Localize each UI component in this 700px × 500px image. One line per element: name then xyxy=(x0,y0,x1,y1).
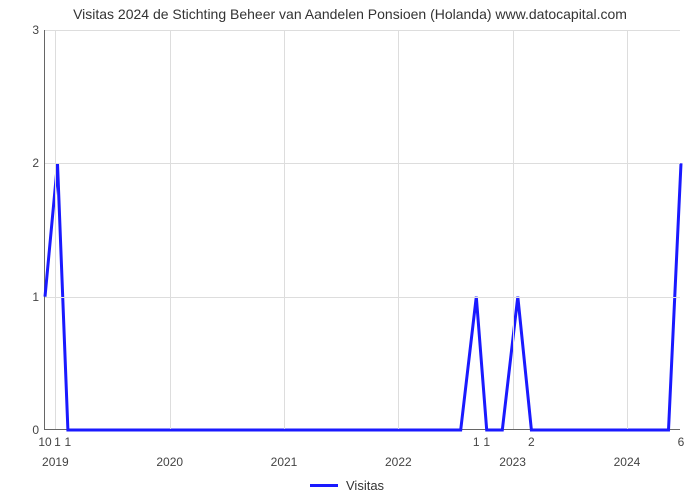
grid-line-v xyxy=(513,30,514,429)
x-tick-label: 2022 xyxy=(385,429,412,469)
data-point-label: 1 xyxy=(65,429,72,449)
y-tick-label: 3 xyxy=(32,23,45,37)
chart-container: Visitas 2024 de Stichting Beheer van Aan… xyxy=(0,0,700,500)
data-point-label: 1 xyxy=(473,429,480,449)
x-tick-label: 2023 xyxy=(499,429,526,469)
legend: Visitas xyxy=(310,478,384,493)
data-point-label: 1 xyxy=(483,429,490,449)
grid-line-h xyxy=(45,297,680,298)
chart-title: Visitas 2024 de Stichting Beheer van Aan… xyxy=(0,6,700,22)
line-series xyxy=(45,30,681,430)
data-point-label: 1 xyxy=(54,429,61,449)
grid-line-h xyxy=(45,163,680,164)
x-tick-label: 2021 xyxy=(271,429,298,469)
grid-line-v xyxy=(284,30,285,429)
grid-line-h xyxy=(45,30,680,31)
grid-line-v xyxy=(398,30,399,429)
legend-swatch xyxy=(310,484,338,487)
y-tick-label: 1 xyxy=(32,290,45,304)
data-point-label: 2 xyxy=(528,429,535,449)
grid-line-v xyxy=(627,30,628,429)
y-tick-label: 2 xyxy=(32,156,45,170)
legend-label: Visitas xyxy=(346,478,384,493)
plot-area: 012320192020202120222023202410111126 xyxy=(44,30,680,430)
x-tick-label: 2024 xyxy=(614,429,641,469)
grid-line-v xyxy=(55,30,56,429)
data-point-label: 6 xyxy=(678,429,685,449)
data-point-label: 10 xyxy=(38,429,51,449)
x-tick-label: 2020 xyxy=(156,429,183,469)
grid-line-v xyxy=(170,30,171,429)
